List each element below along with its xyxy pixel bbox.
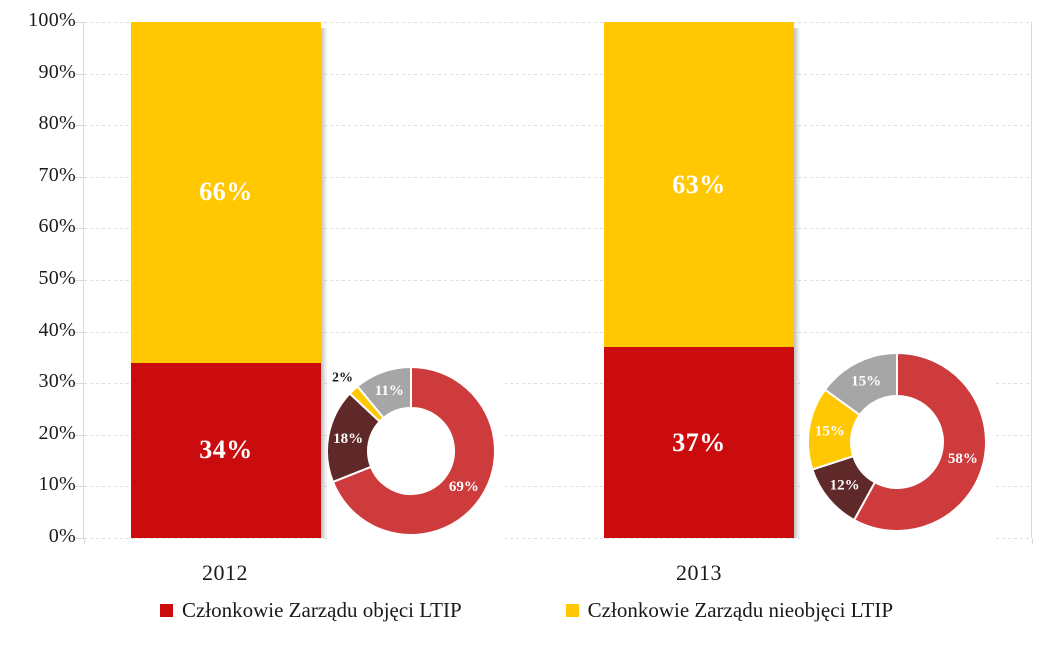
y-axis-tick-label-90%: 90% bbox=[38, 60, 76, 83]
legend-label-nieobjeci-ltip: Członkowie Zarządu nieobjęci LTIP bbox=[587, 598, 894, 622]
stacked-bar-2013: 63% 37% bbox=[604, 22, 801, 538]
donut-slice-label-2012-1: 18% bbox=[333, 431, 363, 447]
donut-slice-2012-0 bbox=[331, 366, 496, 536]
bar-segment-2012-nieobjeci: 66% bbox=[131, 22, 321, 363]
gridline-20% bbox=[84, 434, 1031, 436]
y-tick-mark bbox=[75, 280, 84, 281]
y-tick-mark bbox=[75, 73, 84, 75]
bar-value-label: 34% bbox=[199, 435, 253, 465]
legend-label-objeci-ltip: Członkowie Zarządu objęci LTIP bbox=[181, 598, 462, 622]
y-tick-mark bbox=[75, 125, 84, 127]
gridline-50% bbox=[84, 280, 1031, 281]
donut-slice-label-2013-0: 58% bbox=[948, 451, 978, 467]
gridline-10% bbox=[84, 486, 1031, 488]
gridline-70% bbox=[84, 176, 1031, 178]
donut-slice-label-2013-3: 15% bbox=[851, 373, 881, 389]
x-tick-mark bbox=[1032, 538, 1033, 544]
y-axis-tick-label-80%: 80% bbox=[38, 112, 76, 135]
plot-area: 66% 34% 63% 37% bbox=[75, 22, 1033, 544]
donut-slice-2013-3 bbox=[823, 352, 898, 416]
y-tick-mark bbox=[75, 228, 84, 230]
donut-slice-label-2013-2: 15% bbox=[815, 423, 845, 439]
x-category-label-2012: 2012 bbox=[202, 560, 248, 585]
gridline-30% bbox=[84, 383, 1031, 385]
gridline-80% bbox=[84, 125, 1031, 127]
donut-slice-2012-3 bbox=[356, 366, 412, 419]
legend: Członkowie Zarządu objęci LTIP Członkowi… bbox=[0, 598, 1053, 623]
x-category-label-2013: 2013 bbox=[676, 560, 722, 585]
y-axis-tick-label-50%: 50% bbox=[38, 267, 76, 289]
x-tick-mark bbox=[84, 538, 85, 544]
donut-slice-2013-0 bbox=[853, 352, 987, 532]
y-axis-tick-label-60%: 60% bbox=[38, 215, 76, 238]
y-axis-tick-label-10%: 10% bbox=[38, 473, 76, 496]
y-axis: 0% 10% 20% 30% 40% 50% 60% 70% 80% 90% 100% bbox=[0, 0, 76, 560]
legend-item-objeci-ltip: Członkowie Zarządu objęci LTIP bbox=[159, 598, 462, 623]
bar-value-label: 37% bbox=[672, 427, 726, 457]
legend-item-nieobjeci-ltip: Członkowie Zarządu nieobjęci LTIP bbox=[565, 598, 894, 623]
bar-segment-2012-objeci: 34% bbox=[131, 362, 321, 538]
y-tick-mark bbox=[75, 486, 84, 488]
donut-slice-label-2012-2: 2% bbox=[332, 371, 353, 386]
legend-marker-yellow-square bbox=[565, 604, 579, 617]
donut-chart-2013: 58% 12% 15% 15% bbox=[800, 342, 996, 539]
gridline-40% bbox=[84, 331, 1031, 333]
bar-value-label: 63% bbox=[672, 169, 726, 199]
y-tick-mark bbox=[75, 331, 84, 333]
gridline-0% bbox=[84, 538, 1031, 539]
gridline-90% bbox=[84, 73, 1031, 75]
y-tick-mark bbox=[75, 434, 84, 436]
stacked-bar-2012: 66% 34% bbox=[131, 22, 328, 538]
donut-slice-label-2012-3: 11% bbox=[375, 383, 404, 399]
gridline-60% bbox=[84, 228, 1031, 230]
y-tick-mark bbox=[75, 538, 84, 539]
bar-segment-2013-objeci: 37% bbox=[604, 347, 794, 538]
y-axis-tick-label-100%: 100% bbox=[28, 9, 76, 31]
y-tick-mark bbox=[75, 22, 84, 23]
y-tick-mark bbox=[75, 176, 84, 178]
bar-segment-2013-nieobjeci: 63% bbox=[604, 22, 794, 348]
y-axis-tick-label-30%: 30% bbox=[38, 370, 76, 393]
gridline-100% bbox=[84, 22, 1031, 23]
y-axis-tick-label-20%: 20% bbox=[38, 421, 76, 444]
y-axis-tick-label-40%: 40% bbox=[38, 318, 76, 341]
y-axis-tick-label-70%: 70% bbox=[38, 163, 76, 186]
donut-slice-label-2013-1: 12% bbox=[830, 477, 860, 493]
donut-slice-label-2012-0: 69% bbox=[449, 479, 479, 495]
y-tick-mark bbox=[75, 383, 84, 385]
donut-chart-2012: 69% 18% 2% 11% bbox=[327, 355, 505, 539]
y-axis-tick-label-0%: 0% bbox=[48, 525, 76, 547]
bar-value-label: 66% bbox=[199, 177, 253, 207]
legend-marker-red-square bbox=[159, 604, 173, 617]
